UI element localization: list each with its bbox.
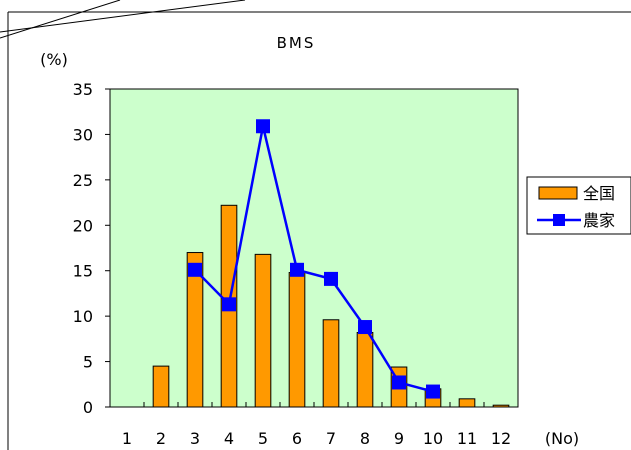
y-tick-label: 15 [73, 262, 93, 281]
x-tick-label: 11 [457, 429, 477, 448]
bar [322, 319, 340, 408]
x-tick-label: 6 [292, 429, 302, 448]
series-point [256, 119, 270, 134]
y-tick-label: 10 [73, 307, 93, 326]
bar [186, 252, 204, 408]
series-point [222, 297, 236, 312]
series-point [358, 320, 372, 335]
x-axis-label: (No) [545, 429, 579, 448]
x-tick-label: 1 [122, 429, 132, 448]
series-point [426, 384, 440, 399]
legend-line-label: 農家 [583, 211, 615, 230]
x-tick-label: 9 [394, 429, 404, 448]
bar [288, 272, 306, 408]
bar [254, 253, 272, 408]
plot-area [109, 88, 519, 408]
x-tick-label: 8 [360, 429, 370, 448]
x-tick-label: 2 [156, 429, 166, 448]
series-line [194, 125, 434, 393]
y-tick-label: 25 [73, 171, 93, 190]
legend: 全国 農家 [526, 176, 631, 235]
legend-bar-label: 全国 [583, 184, 615, 203]
x-tick-label: 4 [224, 429, 234, 448]
x-tick-label: 7 [326, 429, 336, 448]
chart-title: BMS [277, 34, 316, 52]
x-tick-label: 5 [258, 429, 268, 448]
bar [152, 365, 170, 408]
y-tick-label: 0 [83, 398, 93, 417]
bar [458, 398, 476, 408]
series-point [324, 271, 338, 286]
x-axis: 1 2 3 4 5 6 7 8 9 10 11 12 [109, 402, 519, 448]
x-tick-label: 12 [491, 429, 511, 448]
series-point [290, 262, 304, 277]
legend-line-marker [553, 214, 565, 226]
y-axis-label: (%) [40, 50, 68, 69]
y-tick-label: 35 [73, 80, 93, 99]
line-series [188, 119, 440, 399]
legend-box [526, 176, 631, 235]
bar [356, 331, 374, 408]
x-tick-label: 10 [423, 429, 443, 448]
legend-bar-swatch [538, 186, 578, 200]
y-tick-label: 30 [73, 125, 93, 144]
series-point [392, 375, 406, 390]
y-tick-label: 5 [83, 353, 93, 372]
y-tick-label: 20 [73, 216, 93, 235]
bar [492, 404, 510, 408]
series-point [188, 262, 202, 277]
x-tick-label: 3 [190, 429, 200, 448]
y-axis: 0 5 10 15 20 25 30 35 [73, 80, 110, 417]
